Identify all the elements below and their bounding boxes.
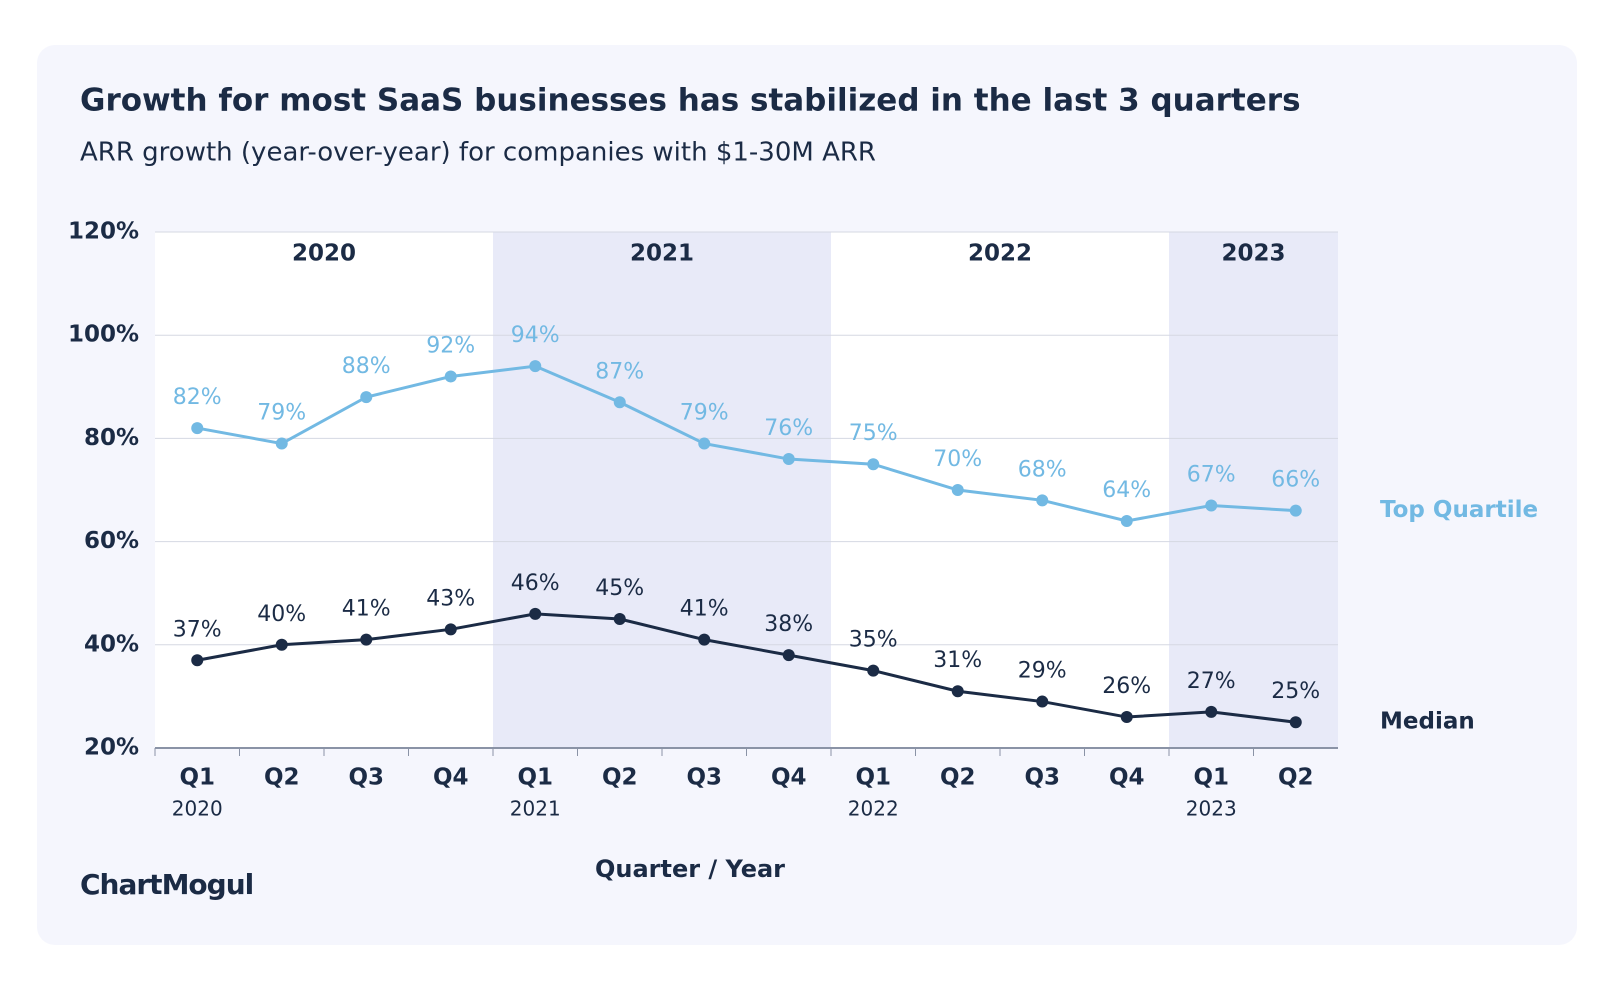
- data-label: 82%: [173, 385, 222, 410]
- data-label: 92%: [426, 333, 475, 358]
- x-year-label: 2022: [848, 797, 899, 821]
- x-tick-label: Q4: [433, 765, 469, 791]
- point: [1120, 514, 1133, 527]
- point: [1036, 494, 1049, 507]
- point: [529, 360, 542, 373]
- point: [1036, 695, 1049, 708]
- point: [1205, 705, 1218, 718]
- point: [275, 437, 288, 450]
- chart-subtitle: ARR growth (year-over-year) for companie…: [80, 138, 876, 168]
- band-label: 2023: [1221, 241, 1285, 267]
- data-label: 35%: [849, 628, 898, 653]
- x-year-label: 2023: [1186, 797, 1237, 821]
- x-year-label: 2020: [172, 797, 223, 821]
- data-label: 25%: [1271, 679, 1320, 704]
- data-label: 88%: [342, 354, 391, 379]
- data-label: 38%: [764, 612, 813, 637]
- x-tick-label: Q1: [855, 765, 891, 791]
- data-label: 70%: [933, 447, 982, 472]
- data-label: 75%: [849, 421, 898, 446]
- y-tick-label: 80%: [84, 425, 139, 451]
- x-axis-label: Quarter / Year: [595, 855, 785, 883]
- series-label: Top Quartile: [1380, 497, 1538, 523]
- data-label: 27%: [1187, 669, 1236, 694]
- point: [613, 613, 626, 625]
- year-band: [493, 232, 831, 748]
- x-tick-label: Q2: [602, 765, 638, 791]
- band-label: 2020: [292, 241, 356, 267]
- x-tick-label: Q2: [264, 765, 300, 791]
- point: [782, 649, 795, 662]
- data-label: 26%: [1102, 674, 1151, 699]
- x-year-label: 2021: [510, 797, 561, 821]
- point: [360, 391, 373, 404]
- data-label: 37%: [173, 617, 222, 642]
- point: [1205, 499, 1218, 512]
- point: [867, 458, 880, 471]
- data-label: 43%: [426, 586, 475, 611]
- data-label: 79%: [257, 401, 306, 426]
- point: [1289, 504, 1302, 517]
- data-label: 79%: [680, 401, 729, 426]
- point: [951, 685, 964, 698]
- data-label: 66%: [1271, 468, 1320, 493]
- x-tick-label: Q2: [1278, 765, 1314, 791]
- x-tick-label: Q1: [1193, 765, 1229, 791]
- y-tick-label: 120%: [68, 219, 139, 245]
- data-label: 87%: [595, 359, 644, 384]
- point: [191, 654, 204, 667]
- x-tick-label: Q3: [1024, 765, 1060, 791]
- y-tick-label: 100%: [68, 322, 139, 348]
- series-line: [196, 612, 1296, 724]
- data-label: 45%: [595, 576, 644, 601]
- point: [613, 396, 626, 409]
- point: [529, 607, 542, 620]
- x-tick-label: Q4: [1109, 765, 1145, 791]
- band-label: 2021: [630, 241, 694, 267]
- point: [782, 453, 795, 466]
- x-tick-label: Q3: [348, 765, 384, 791]
- series-label: Median: [1380, 709, 1475, 735]
- x-tick-label: Q1: [179, 765, 215, 791]
- data-label: 68%: [1018, 457, 1067, 482]
- point: [444, 370, 457, 383]
- brand: ChartMogul: [80, 868, 253, 901]
- data-label: 41%: [342, 597, 391, 622]
- point: [951, 484, 964, 496]
- data-label: 41%: [680, 597, 729, 622]
- y-tick-label: 20%: [84, 735, 139, 761]
- data-label: 29%: [1018, 659, 1067, 684]
- data-label: 76%: [764, 416, 813, 441]
- point: [360, 633, 373, 646]
- data-label: 67%: [1187, 462, 1236, 487]
- y-tick-label: 60%: [84, 528, 139, 554]
- data-label: 64%: [1102, 478, 1151, 503]
- data-label: 40%: [257, 602, 306, 627]
- band-label: 2022: [968, 241, 1032, 267]
- point: [1289, 716, 1302, 729]
- x-tick-label: Q3: [686, 765, 722, 791]
- data-label: 46%: [511, 571, 560, 596]
- point: [698, 633, 711, 646]
- data-label: 94%: [511, 323, 560, 348]
- point: [444, 623, 457, 636]
- year-band: [1169, 232, 1338, 748]
- series-line: [196, 364, 1296, 523]
- x-tick-label: Q2: [940, 765, 976, 791]
- x-tick-label: Q4: [771, 765, 807, 791]
- y-tick-label: 40%: [84, 631, 139, 657]
- data-label: 31%: [933, 648, 982, 673]
- point: [275, 638, 288, 651]
- point: [698, 437, 711, 450]
- point: [191, 422, 204, 435]
- chart-title: Growth for most SaaS businesses has stab…: [80, 83, 1301, 119]
- x-tick-label: Q1: [517, 765, 553, 791]
- point: [867, 664, 880, 677]
- point: [1120, 711, 1133, 724]
